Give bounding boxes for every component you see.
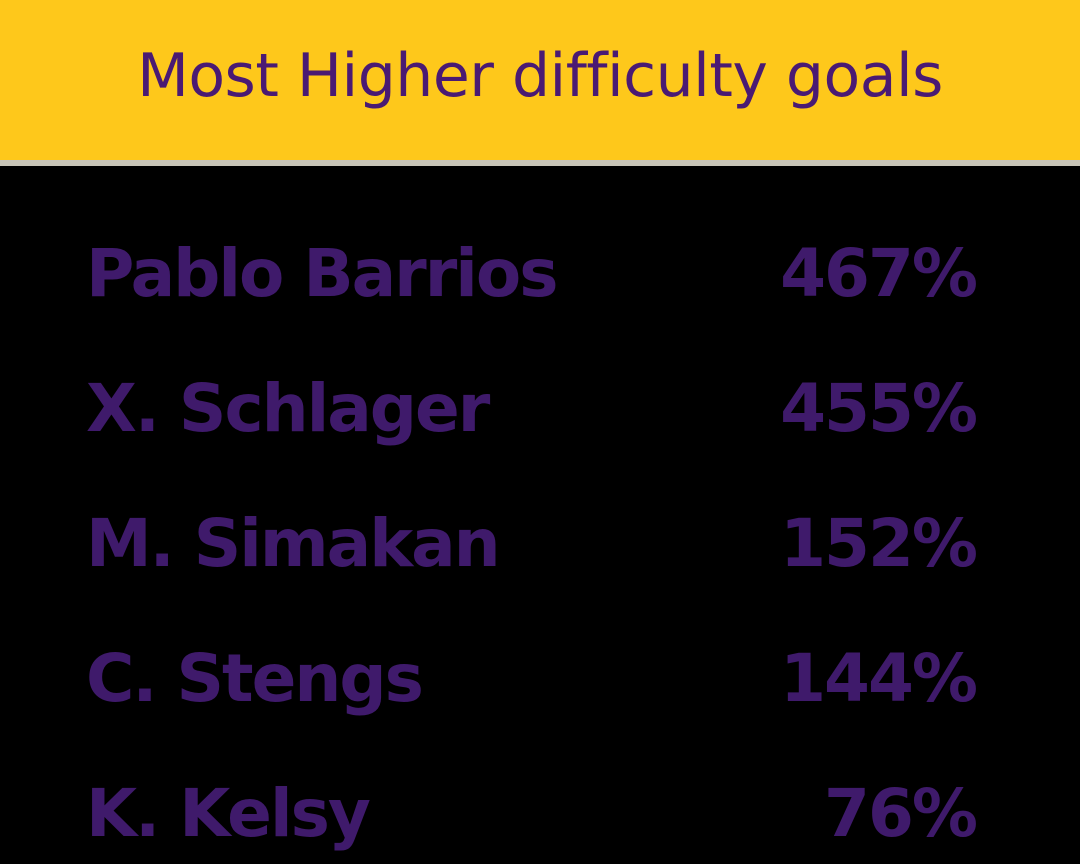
player-name: M. Simakan <box>86 505 501 582</box>
player-value: 455% <box>780 370 978 447</box>
list-item: M. Simakan 152% <box>86 504 978 584</box>
ranking-list: Pablo Barrios 467% X. Schlager 455% M. S… <box>0 166 1080 864</box>
list-item: C. Stengs 144% <box>86 639 978 719</box>
player-value: 144% <box>780 640 978 717</box>
list-item: Pablo Barrios 467% <box>86 234 978 314</box>
player-value: 76% <box>824 775 978 852</box>
header-divider <box>0 160 1080 166</box>
list-item: K. Kelsy 76% <box>86 774 978 854</box>
player-name: K. Kelsy <box>86 775 371 852</box>
player-name: X. Schlager <box>86 370 490 447</box>
list-item: X. Schlager 455% <box>86 369 978 449</box>
page-title: Most Higher difficulty goals <box>137 41 943 111</box>
player-name: C. Stengs <box>86 640 424 717</box>
player-name: Pablo Barrios <box>86 235 559 312</box>
player-value: 152% <box>780 505 978 582</box>
header-banner: Most Higher difficulty goals <box>0 0 1080 160</box>
player-value: 467% <box>780 235 978 312</box>
